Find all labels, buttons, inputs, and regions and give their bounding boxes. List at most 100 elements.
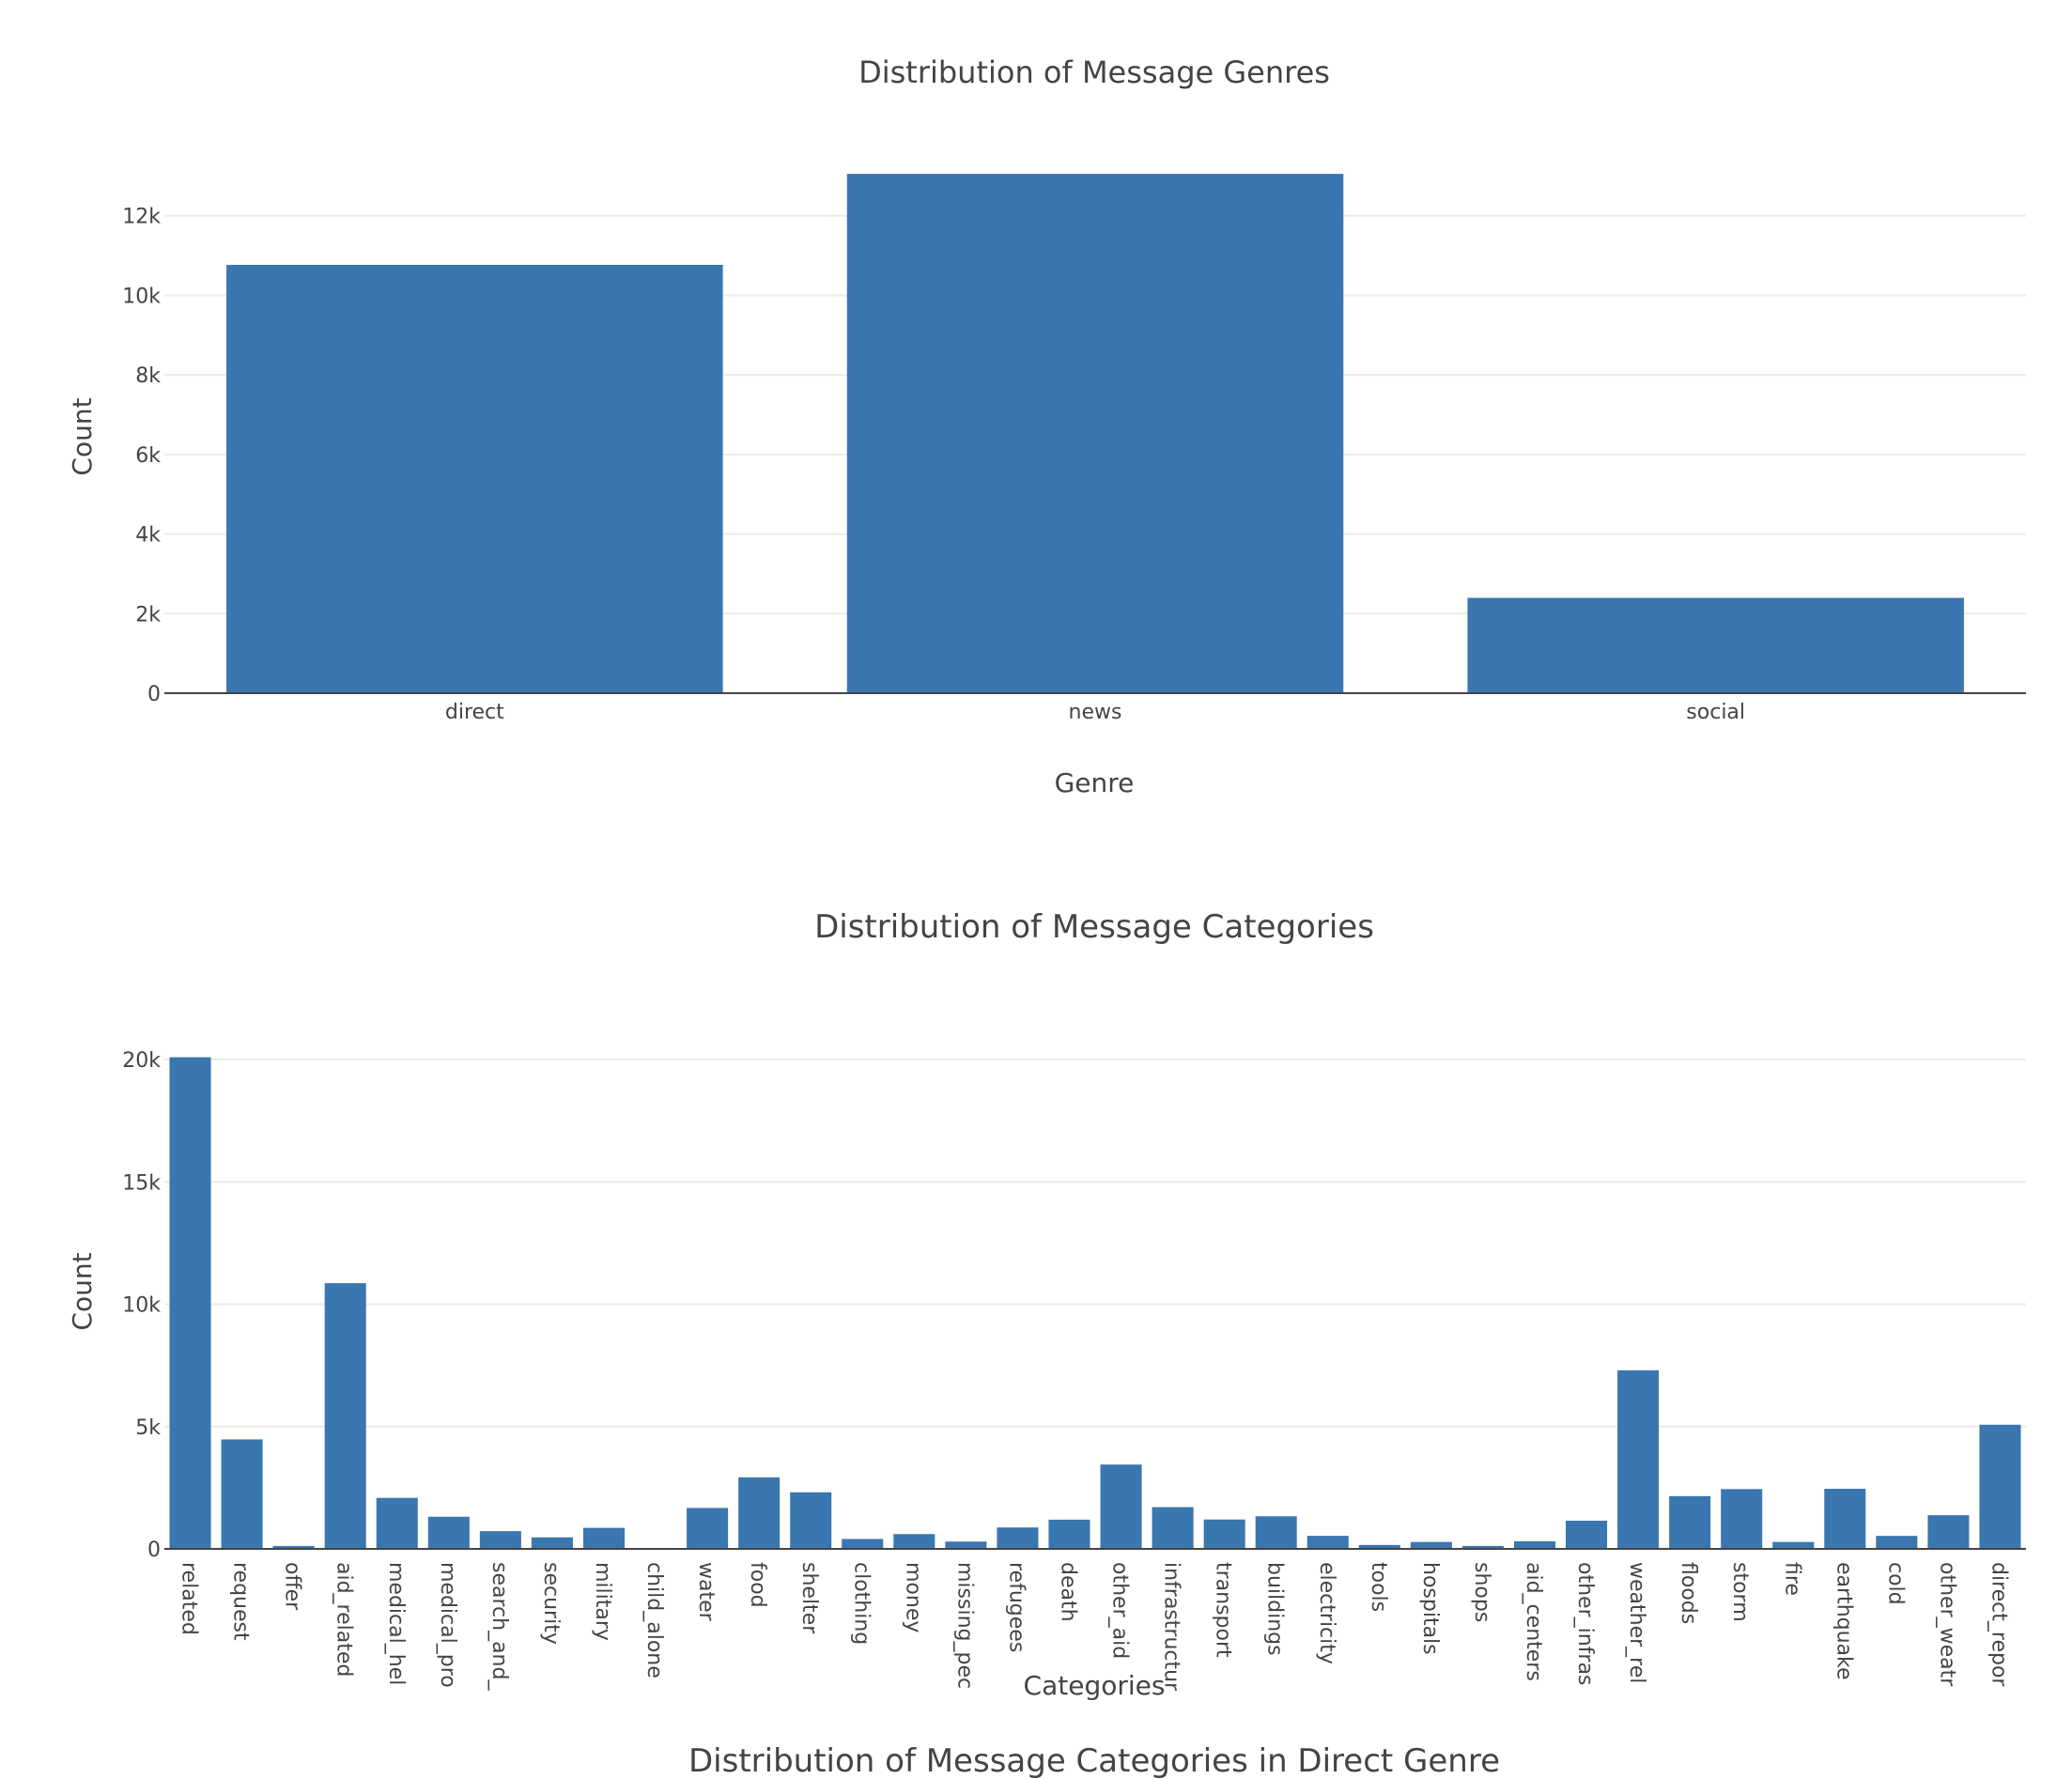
bar-fire[interactable] [1772,1541,1815,1549]
categories-chart-y-tick-labels: 0 5k 10k 15k 20k [122,1049,161,1562]
x-tick-label: aid_related [332,1562,356,1677]
bar-shops[interactable] [1461,1545,1504,1549]
categories-chart-x-axis-title: Categories [1024,1670,1166,1701]
x-tick-label: shops [1470,1562,1493,1622]
bar-request[interactable] [221,1439,263,1549]
bar-aid_related[interactable] [324,1283,366,1549]
x-tick-label: tools [1367,1562,1390,1612]
y-tick-label: 10k [122,285,161,308]
categories-chart-bars [169,1057,2021,1549]
bar-shelter[interactable] [790,1492,832,1549]
x-tick-label: storm [1728,1562,1752,1622]
bar-infrastructur[interactable] [1152,1507,1194,1549]
bar-direct[interactable] [226,265,723,693]
bar-other_aid[interactable] [1100,1464,1142,1549]
bar-refugees[interactable] [997,1527,1039,1549]
bar-news[interactable] [846,174,1344,693]
x-tick-label: food [746,1562,769,1608]
x-tick-label: social [1686,701,1745,724]
x-tick-label: security [539,1562,563,1645]
x-tick-label: refugees [1004,1562,1028,1652]
x-tick-label: military [591,1562,614,1641]
bar-water[interactable] [687,1508,729,1549]
bar-hospitals[interactable] [1410,1541,1452,1549]
categories-chart-y-axis-title: Count [67,1252,98,1330]
y-tick-label: 12k [122,206,161,229]
bar-buildings[interactable] [1255,1516,1297,1549]
direct-genre-chart: Distribution of Message Categories in Di… [688,1742,1500,1779]
x-tick-label: water [694,1562,718,1622]
bar-medical_pro[interactable] [427,1516,470,1549]
x-tick-label: missing_pec [952,1562,976,1689]
bar-aid_centers[interactable] [1513,1540,1555,1549]
bar-search_and_[interactable] [479,1531,521,1549]
x-tick-label: floods [1677,1562,1700,1624]
genre-chart-x-tick-labels: direct news social [445,701,1745,724]
x-tick-label: child_alone [642,1562,666,1678]
x-tick-label: hospitals [1418,1562,1442,1655]
x-tick-label: request [229,1562,253,1641]
y-tick-label: 0 [147,1539,161,1562]
x-tick-label: shelter [797,1562,821,1634]
x-tick-label: other_infras [1573,1562,1597,1685]
bar-transport[interactable] [1203,1519,1245,1549]
bar-floods[interactable] [1669,1495,1711,1549]
y-tick-label: 8k [135,364,161,388]
x-tick-label: other_aid [1108,1562,1132,1659]
y-tick-label: 5k [135,1416,161,1440]
categories-chart-title: Distribution of Message Categories [814,908,1374,946]
genre-chart-y-axis-title: Count [67,397,98,475]
bar-weather_rel[interactable] [1617,1369,1660,1549]
x-tick-label: news [1069,701,1122,724]
y-tick-label: 20k [122,1049,161,1073]
bar-earthquake[interactable] [1824,1489,1866,1549]
x-tick-label: infrastructur [1160,1562,1183,1692]
y-tick-label: 15k [122,1171,161,1195]
direct-genre-chart-title: Distribution of Message Categories in Di… [688,1742,1500,1779]
genre-chart-bars [226,174,1964,693]
y-tick-label: 4k [135,524,161,548]
genre-chart-title: Distribution of Message Genres [858,54,1330,90]
x-tick-label: medical_pro [436,1562,459,1688]
y-tick-label: 2k [135,603,161,627]
bar-food[interactable] [738,1477,781,1549]
x-tick-label: cold [1883,1562,1907,1605]
bar-military[interactable] [582,1527,625,1549]
x-tick-label: death [1056,1562,1079,1622]
x-tick-label: fire [1780,1562,1803,1596]
x-tick-label: other_weatr [1935,1562,1958,1687]
bar-clothing[interactable] [842,1539,884,1549]
bar-death[interactable] [1048,1519,1090,1549]
bar-offer[interactable] [272,1545,315,1549]
bar-related[interactable] [169,1057,211,1549]
x-tick-label: medical_hel [384,1562,408,1685]
x-tick-label: weather_rel [1625,1562,1648,1683]
y-tick-label: 0 [147,683,161,706]
genre-chart-y-tick-labels: 0 2k 4k 6k 8k 10k 12k [122,206,161,706]
bar-other_infras[interactable] [1566,1521,1608,1549]
bar-medical_hel[interactable] [376,1497,418,1549]
bar-storm[interactable] [1721,1489,1763,1549]
x-tick-label: search_and_ [487,1562,511,1691]
bar-money[interactable] [893,1534,935,1549]
bar-other_weatr[interactable] [1927,1515,1970,1549]
x-tick-label: electricity [1315,1562,1338,1664]
bar-direct_repor[interactable] [1979,1424,2021,1549]
x-tick-label: earthquake [1832,1562,1855,1680]
y-tick-label: 6k [135,444,161,468]
bar-missing_pec[interactable] [945,1541,987,1549]
x-tick-label: direct [445,701,504,724]
x-tick-label: money [901,1562,924,1632]
x-tick-label: buildings [1263,1562,1287,1656]
bar-cold[interactable] [1876,1536,1918,1549]
x-tick-label: direct_repor [1987,1562,2010,1687]
x-tick-label: aid_centers [1522,1562,1545,1681]
bar-tools[interactable] [1358,1544,1400,1549]
x-tick-label: transport [1212,1562,1235,1658]
bar-electricity[interactable] [1307,1536,1349,1549]
bar-social[interactable] [1467,597,1964,693]
categories-chart: Distribution of Message Categories 0 5k 10… [67,908,2026,1701]
bar-security[interactable] [531,1537,573,1549]
x-tick-label: related [178,1562,201,1635]
